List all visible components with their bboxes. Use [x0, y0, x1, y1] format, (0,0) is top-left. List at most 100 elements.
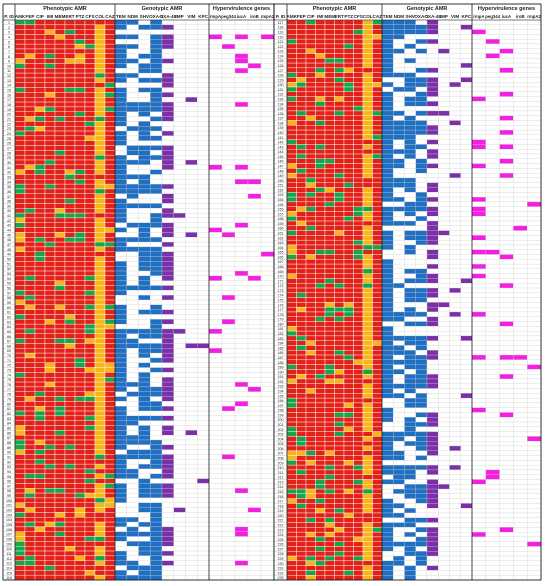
left-geno-cell: [126, 483, 139, 489]
left-row-id: 32: [7, 171, 11, 175]
left-geno-cell: [114, 77, 127, 83]
right-col-header-col: COL: [363, 14, 373, 19]
right-geno-cell: [415, 402, 428, 408]
left-pheno-cell: [64, 314, 76, 320]
left-geno-cell: [114, 290, 127, 296]
right-pheno-cell: [343, 216, 354, 222]
left-hv-cell: [221, 420, 236, 426]
left-pheno-cell: [94, 261, 106, 267]
right-pheno-cell: [296, 211, 307, 217]
left-pheno-cell: [104, 68, 116, 74]
left-geno-cell: [161, 531, 174, 537]
left-geno-cell: [114, 541, 127, 547]
left-row-id: 51: [7, 262, 11, 266]
left-pheno-cell: [94, 193, 106, 199]
right-pheno-cell: [362, 254, 373, 260]
right-pheno-cell: [372, 153, 383, 160]
right-pheno-cell: [353, 220, 364, 227]
left-pheno-cell: [64, 174, 76, 180]
right-hv-cell: [471, 397, 486, 404]
left-hv-cell: [247, 478, 262, 484]
left-pheno-cell: [94, 521, 106, 528]
right-hv-cell: [513, 106, 528, 112]
left-geno-cell: [173, 463, 186, 470]
right-pheno-cell: [334, 393, 345, 399]
right-row-id: 181: [278, 327, 284, 331]
right-hv-cell: [471, 345, 486, 351]
right-geno-cell: [381, 163, 394, 169]
right-hv-cell: [513, 302, 528, 308]
right-geno-cell: [449, 326, 461, 332]
right-pheno-cell: [334, 326, 345, 332]
right-hv-cell: [485, 230, 500, 236]
left-hv-cell: [234, 531, 249, 537]
left-pheno-cell: [104, 401, 116, 407]
left-pheno-cell: [64, 203, 76, 209]
right-geno-cell: [404, 378, 416, 384]
left-pheno-cell: [14, 237, 26, 243]
left-pheno-cell: [34, 164, 46, 170]
left-geno-cell: [173, 323, 186, 330]
left-geno-cell: [173, 130, 186, 137]
right-pheno-cell: [362, 86, 373, 92]
right-hv-cell: [499, 216, 514, 222]
right-pheno-cell: [362, 373, 373, 380]
left-hv-cell: [208, 217, 223, 223]
right-pheno-cell: [296, 72, 307, 78]
left-row-id: 84: [7, 422, 11, 426]
right-pheno-cell: [324, 225, 335, 231]
left-pheno-cell: [34, 251, 46, 257]
right-pheno-cell: [334, 101, 345, 107]
right-pheno-cell: [305, 53, 316, 59]
right-pheno-cell: [353, 163, 364, 169]
right-pheno-cell: [324, 139, 335, 145]
right-pheno-cell: [315, 354, 326, 361]
left-hv-cell: [260, 367, 275, 373]
left-hv-cell: [260, 531, 275, 537]
left-geno-cell: [185, 169, 198, 175]
right-geno-cell: [381, 244, 394, 250]
right-geno-cell: [415, 110, 428, 116]
left-pheno-cell: [94, 145, 106, 151]
right-pheno-cell: [286, 91, 297, 97]
right-pheno-cell: [334, 244, 345, 250]
left-pheno-cell: [34, 565, 46, 571]
left-pheno-cell: [54, 555, 66, 561]
right-pheno-cell: [362, 101, 373, 107]
left-geno-cell: [150, 106, 163, 112]
right-geno-cell: [460, 287, 473, 293]
left-geno-cell: [197, 328, 210, 334]
left-hv-cell: [221, 232, 236, 238]
left-pheno-cell: [14, 179, 26, 185]
left-hv-cell: [247, 323, 262, 330]
right-geno-cell: [438, 67, 450, 73]
right-pheno-cell: [324, 91, 335, 97]
left-geno-cell: [197, 256, 210, 262]
left-pheno-cell: [104, 348, 116, 354]
left-row-id: 95: [7, 475, 11, 479]
right-pheno-cell: [334, 220, 345, 227]
left-geno-cell: [197, 546, 210, 552]
left-geno-cell: [150, 531, 163, 537]
left-col-header-cfs: CFS: [85, 14, 94, 19]
left-pheno-cell: [94, 174, 106, 180]
left-geno-cell: [185, 536, 198, 542]
right-geno-cell: [426, 369, 439, 375]
right-pheno-cell: [343, 283, 354, 289]
right-hv-cell: [471, 321, 486, 327]
left-pheno-cell: [74, 531, 86, 537]
left-hv-cell: [208, 24, 223, 30]
left-hv-cell: [260, 381, 275, 388]
left-hv-cell: [221, 208, 236, 214]
left-pheno-cell: [24, 164, 36, 170]
left-pheno-cell: [94, 410, 106, 417]
left-geno-cell: [197, 169, 210, 175]
right-pheno-cell: [343, 77, 354, 83]
right-geno-cell: [415, 187, 428, 193]
left-pheno-cell: [24, 212, 36, 219]
left-row-id: 4: [8, 35, 10, 39]
left-hv-cell: [247, 459, 262, 465]
left-geno-cell: [161, 203, 174, 209]
right-pheno-cell: [362, 378, 373, 384]
right-pheno-cell: [296, 263, 307, 270]
